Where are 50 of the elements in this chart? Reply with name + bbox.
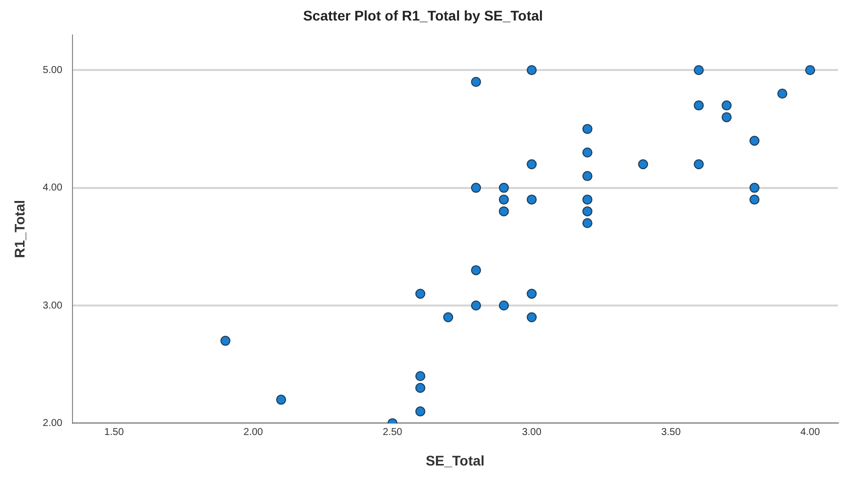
point	[471, 300, 482, 311]
point	[694, 65, 704, 76]
point	[526, 312, 537, 322]
point	[694, 100, 704, 110]
y-tick-label: 3.00	[42, 300, 63, 312]
x-tick-label: 3.50	[661, 426, 682, 438]
point	[722, 100, 732, 110]
x-tick-label: 2.50	[382, 426, 403, 438]
point	[582, 194, 592, 205]
point	[526, 159, 537, 170]
point	[749, 136, 760, 146]
x-axis-title: SE_Total	[426, 452, 485, 468]
point	[443, 312, 454, 322]
point	[805, 65, 816, 76]
point	[582, 124, 592, 134]
point	[749, 194, 760, 205]
point	[471, 76, 482, 87]
y-tick-label: 5.00	[42, 64, 63, 76]
point	[722, 112, 732, 122]
point	[220, 336, 230, 346]
y-axis-title: R1_Total	[11, 200, 28, 258]
x-tick-label: 2.00	[244, 426, 264, 438]
point	[415, 406, 426, 416]
point	[526, 288, 537, 299]
point	[526, 65, 537, 76]
point	[498, 194, 509, 205]
point	[498, 206, 509, 216]
point	[471, 265, 482, 276]
point	[582, 147, 592, 158]
point	[498, 182, 509, 193]
point	[694, 159, 704, 170]
point	[526, 194, 537, 205]
point	[638, 159, 648, 170]
point	[749, 182, 760, 193]
x-tick-label: 3.00	[522, 426, 542, 438]
point	[415, 371, 426, 382]
point	[582, 206, 592, 216]
point	[498, 300, 509, 311]
point	[415, 382, 426, 393]
x-tick-label: 1.50	[104, 426, 124, 438]
point	[415, 288, 426, 299]
point	[276, 394, 286, 405]
point	[582, 218, 592, 228]
y-tick-label: 4.00	[42, 182, 63, 194]
x-tick-label: 4.00	[800, 426, 820, 438]
point	[471, 182, 482, 193]
y-tick-label: 2.00	[42, 418, 63, 429]
point	[777, 88, 788, 99]
point	[582, 171, 592, 182]
chart-title: Scatter Plot of R1_Total by SE_Total	[303, 7, 543, 24]
